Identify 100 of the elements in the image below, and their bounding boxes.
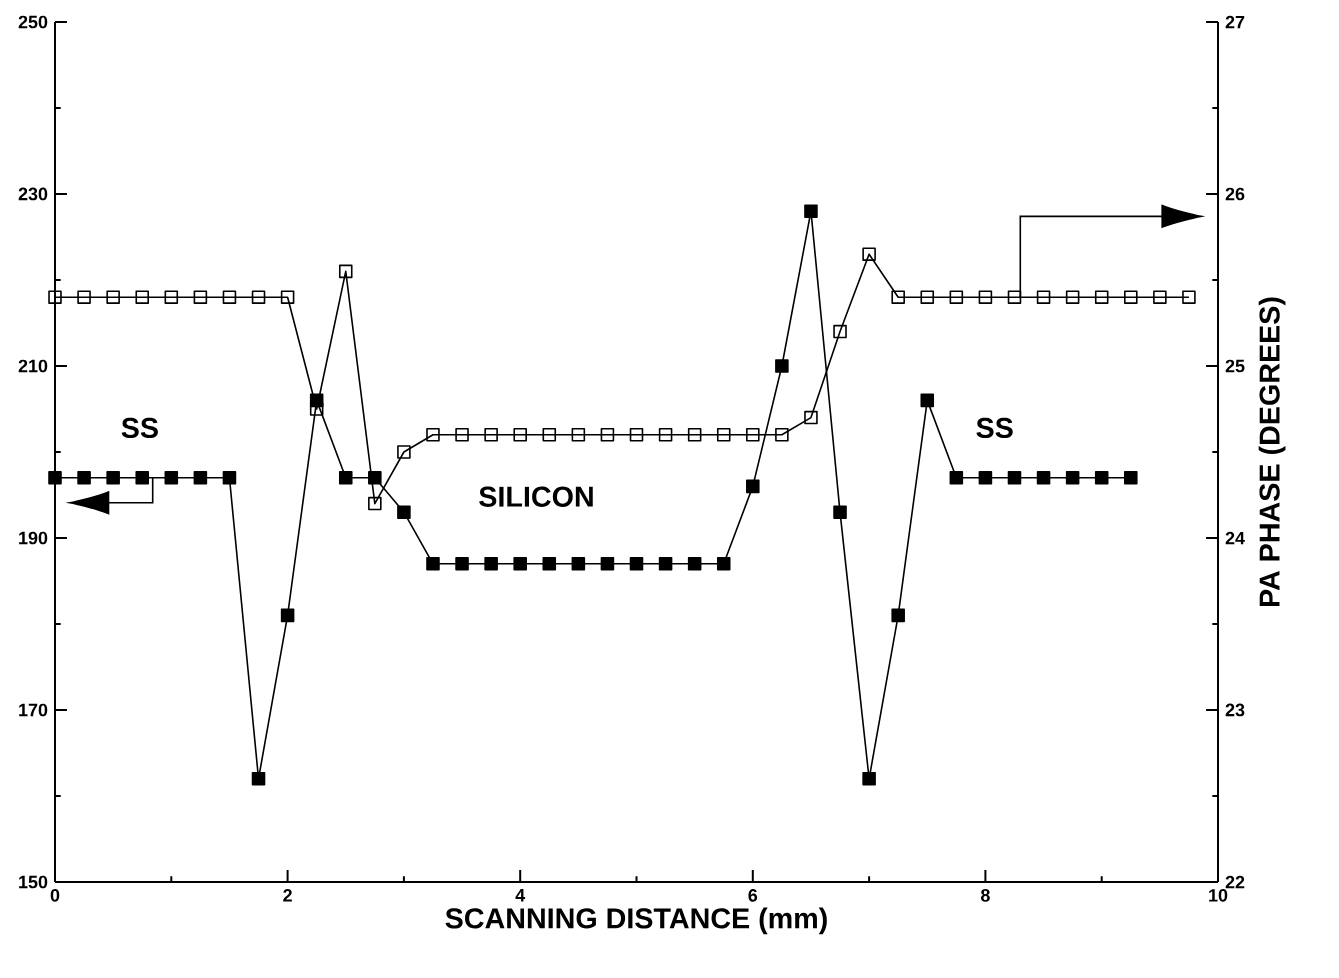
point [600,428,615,442]
point [862,772,876,786]
point [629,428,644,442]
x-tick-label: 8 [980,889,990,902]
point [804,204,818,218]
point [77,290,91,304]
point [77,471,91,485]
point [338,471,353,485]
point [687,557,702,571]
point [920,393,935,408]
point [48,471,62,485]
point [978,290,993,304]
point [309,402,324,416]
point [135,290,149,304]
point [1007,471,1022,485]
x-tick-label: 2 [283,889,292,902]
point [716,557,731,571]
point [1065,290,1080,304]
point [1153,290,1167,304]
point [542,428,557,442]
y-tick-label: 250 [18,15,48,29]
y-tick-label: 150 [19,875,48,889]
point [106,471,120,485]
point [455,557,469,571]
point [1124,290,1138,304]
y-tick-label: 210 [18,359,48,373]
point [222,471,237,485]
point [775,428,789,442]
point [600,557,615,571]
point [368,471,382,485]
x-tick-label: 6 [748,889,758,902]
point [658,557,673,571]
annotation: SILICON [479,486,593,507]
point [1065,471,1080,485]
point [833,505,847,519]
point [368,496,382,511]
y2-tick-label: 26 [1225,187,1245,201]
point [426,428,440,442]
point [1036,471,1051,485]
point [746,479,760,494]
point [920,290,935,304]
point [687,428,702,442]
point [571,428,586,442]
point [397,505,411,519]
point [891,290,905,304]
point [1007,290,1022,304]
annotation: SS [976,417,1013,439]
point [222,290,237,304]
y-tick-label: 190 [19,531,48,545]
point [716,428,731,442]
point [455,428,469,442]
point [48,290,62,304]
point [658,428,673,442]
x-tick-label: 10 [1209,889,1228,902]
point [1094,290,1109,304]
y2-tick-label: 22 [1225,875,1245,889]
point [542,557,557,571]
point [280,608,295,623]
x-tick-label: 4 [515,889,526,902]
point [978,471,993,485]
point [775,359,789,373]
point [251,290,266,304]
point [629,557,644,571]
point [1036,290,1051,304]
point [484,428,498,442]
y-tick-label: 230 [18,187,48,201]
point [891,608,905,623]
point [949,290,964,304]
point [193,471,208,485]
x-tick-label: 0 [50,889,60,902]
annotation: SS [121,417,158,439]
point [746,428,760,442]
point [426,557,440,571]
point [164,290,179,304]
point [949,471,964,485]
point [338,264,353,279]
point [862,247,876,261]
point [251,772,266,786]
point [280,290,295,304]
point [1094,471,1109,485]
point [106,290,120,304]
point [484,557,498,571]
y2-tick-label: 23 [1225,703,1245,717]
y2-tick-label: 27 [1225,15,1245,29]
point [571,557,586,571]
point [804,410,818,425]
y2-axis-title: PA PHASE (DEGREES) [1258,297,1286,607]
point [1124,471,1138,485]
point [513,428,527,442]
point [513,557,527,571]
point [164,471,179,485]
point [135,471,149,485]
point [833,324,847,339]
y-tick-label: 170 [19,703,48,717]
point [193,290,208,304]
point [1182,290,1196,304]
y2-tick-label: 24 [1225,531,1245,545]
y2-tick-label: 25 [1225,359,1245,373]
x-axis-title: SCANNING DISTANCE (mm) [445,907,827,935]
point [397,445,411,459]
